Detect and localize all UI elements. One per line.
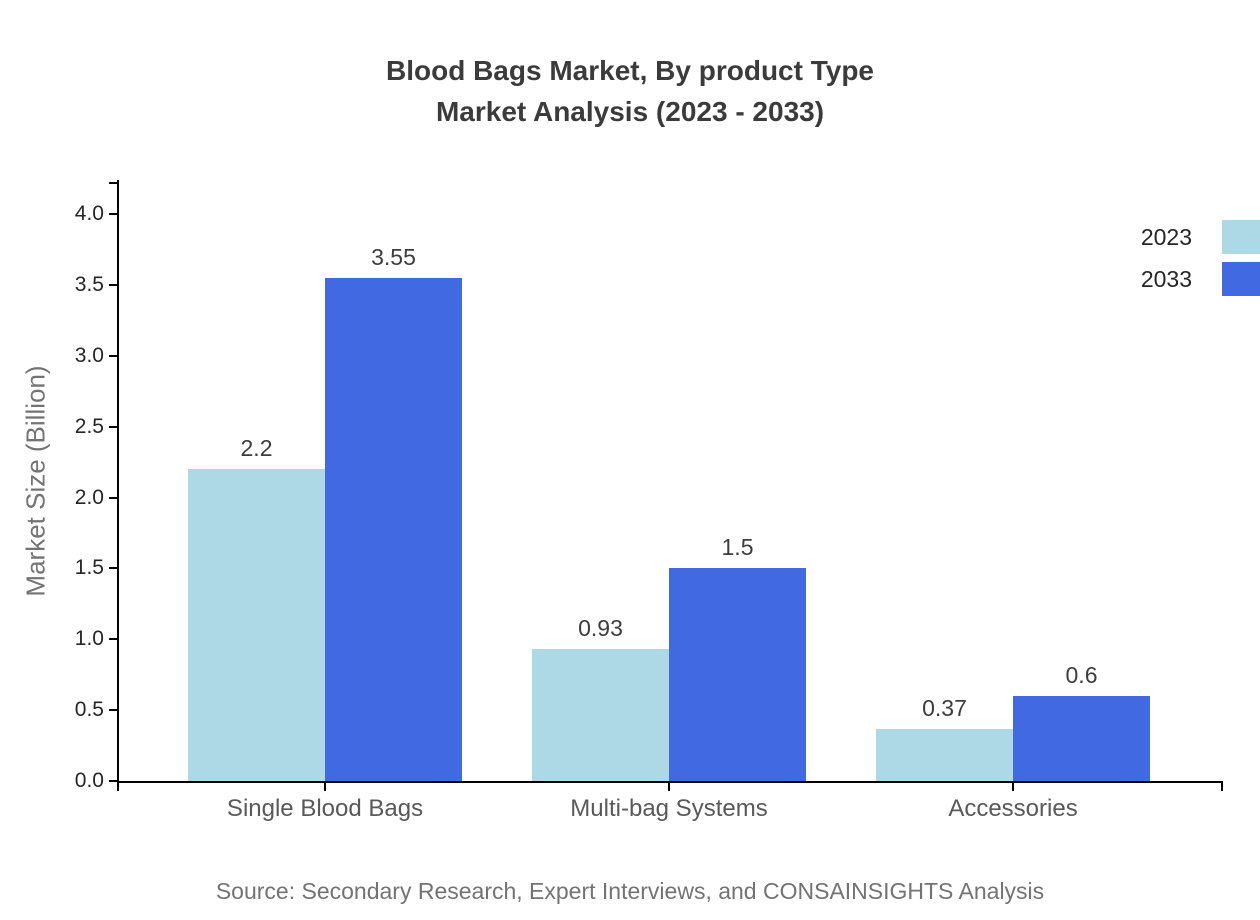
y-tick-label: 4.0 [74, 202, 104, 226]
bar-2033-accessories [1013, 695, 1150, 781]
x-tick [668, 783, 670, 791]
bar-2023-accessories [876, 728, 1013, 781]
bar-value-label: 0.37 [922, 694, 967, 721]
chart-title: Blood Bags Market, By product Type Marke… [0, 50, 1260, 132]
legend-swatch-2023 [1222, 220, 1260, 254]
y-tick-label: 0.5 [74, 698, 104, 722]
legend-swatch-2033 [1222, 262, 1260, 296]
x-category-label-accessories: Accessories [948, 795, 1078, 822]
x-tick [117, 783, 119, 791]
x-tick [324, 783, 326, 791]
bar-value-label: 0.6 [1065, 661, 1098, 688]
bar-value-label: 2.2 [240, 435, 273, 462]
y-tick [109, 425, 117, 428]
bar-2023-multi-bag-systems [532, 649, 669, 781]
y-tick [109, 709, 117, 712]
y-tick-label: 2.0 [74, 485, 104, 509]
y-tick [109, 284, 117, 287]
y-tick-label: 1.0 [74, 627, 104, 651]
y-tick [109, 496, 117, 499]
legend-label-2023: 2023 [1140, 224, 1192, 250]
x-tick [1012, 783, 1014, 791]
bar-value-label: 3.55 [371, 243, 416, 270]
chart-title-line1: Blood Bags Market, By product Type [386, 55, 874, 86]
bar-2033-multi-bag-systems [669, 568, 806, 781]
x-category-label-multi-bag-systems: Multi-bag Systems [570, 795, 768, 822]
y-tick [109, 638, 117, 641]
bar-2023-single-blood-bags [188, 469, 325, 781]
y-tick-label: 3.0 [74, 343, 104, 367]
chart-title-line2: Market Analysis (2023 - 2033) [435, 96, 825, 127]
y-tick [109, 567, 117, 570]
y-tick-label: 1.5 [74, 556, 104, 580]
y-tick-label: 0.0 [74, 769, 104, 792]
x-category-label-single-blood-bags: Single Blood Bags [226, 795, 424, 822]
y-axis-line [117, 180, 119, 783]
bar-value-label: 0.93 [578, 615, 623, 642]
bar-value-label: 1.5 [721, 534, 754, 561]
x-axis-line [117, 781, 1223, 783]
y-tick-label: 3.5 [74, 273, 104, 297]
y-tick [109, 213, 117, 216]
source-note: Source: Secondary Research, Expert Inter… [215, 878, 1045, 904]
y-tick-label: 2.5 [74, 414, 104, 438]
bar-2033-single-blood-bags [325, 277, 462, 781]
y-axis-end-tick [109, 182, 117, 184]
x-tick [1221, 783, 1223, 791]
y-tick [109, 354, 117, 357]
legend-label-2033: 2033 [1140, 266, 1192, 292]
y-tick [109, 780, 117, 782]
